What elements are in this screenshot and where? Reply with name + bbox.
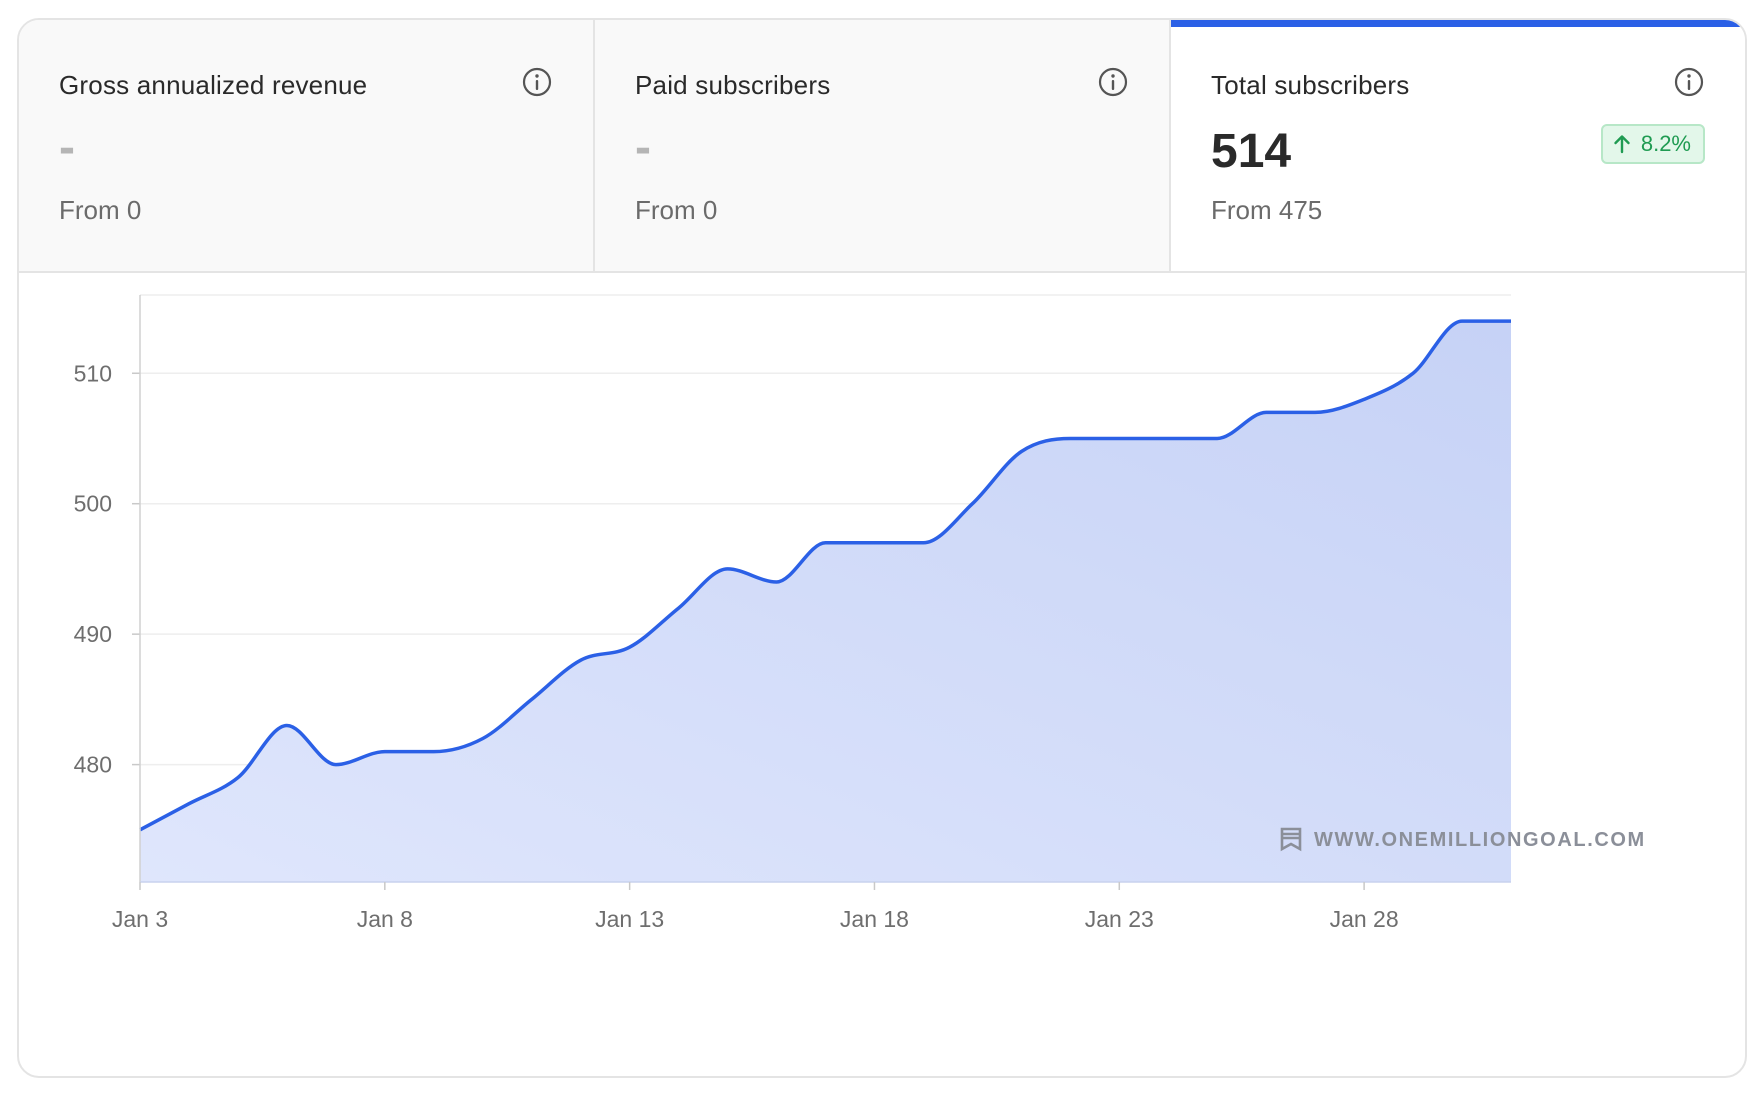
tab-label: Paid subscribers [635, 70, 831, 100]
metric-tabs: Gross annualized revenue - From 0 Paid s… [19, 20, 1745, 273]
x-tick-label: Jan 13 [595, 906, 664, 932]
metric-from: From 475 [1211, 195, 1323, 225]
y-tick-label: 480 [74, 752, 112, 778]
metric-from: From 0 [59, 195, 142, 225]
y-tick-label: 510 [74, 360, 112, 386]
x-tick-label: Jan 3 [112, 906, 168, 932]
info-icon[interactable] [521, 66, 553, 98]
tab-paid-subscribers[interactable]: Paid subscribers - From 0 [595, 20, 1171, 271]
bookmark-icon [1280, 827, 1302, 852]
y-tick-label: 500 [74, 491, 112, 517]
x-tick-label: Jan 18 [840, 906, 909, 932]
x-tick-label: Jan 8 [357, 906, 413, 932]
x-tick-label: Jan 23 [1085, 906, 1154, 932]
info-icon[interactable] [1097, 66, 1129, 98]
tab-label: Gross annualized revenue [59, 70, 368, 100]
tab-gross-annualized-revenue[interactable]: Gross annualized revenue - From 0 [19, 20, 595, 271]
subscribers-area-chart: 480 490 500 510 Jan 3 Jan 8 Jan 13 Jan 18 Jan 23… [74, 294, 1646, 932]
watermark: WWW.ONEMILLIONGOAL.COM [1280, 827, 1646, 852]
series-area [140, 321, 1511, 883]
x-tick-label: Jan 28 [1330, 906, 1399, 932]
series-line [139, 319, 1511, 832]
tab-total-subscribers[interactable]: Total subscribers 514 8.2% From 475 [1171, 20, 1745, 271]
watermark-text: WWW.ONEMILLIONGOAL.COM [1314, 829, 1646, 851]
change-badge: 8.2% [1600, 124, 1705, 164]
subscriber-stats-card: Gross annualized revenue - From 0 Paid s… [17, 18, 1747, 1078]
info-icon[interactable] [1673, 66, 1705, 98]
metric-value: 514 [1211, 125, 1292, 178]
metric-value: - [635, 121, 651, 174]
tab-label: Total subscribers [1211, 70, 1410, 100]
change-percent: 8.2% [1640, 131, 1691, 156]
arrow-up-icon [1614, 135, 1630, 154]
y-tick-label: 490 [74, 621, 112, 647]
metric-value: - [59, 121, 75, 174]
metric-from: From 0 [635, 195, 718, 225]
